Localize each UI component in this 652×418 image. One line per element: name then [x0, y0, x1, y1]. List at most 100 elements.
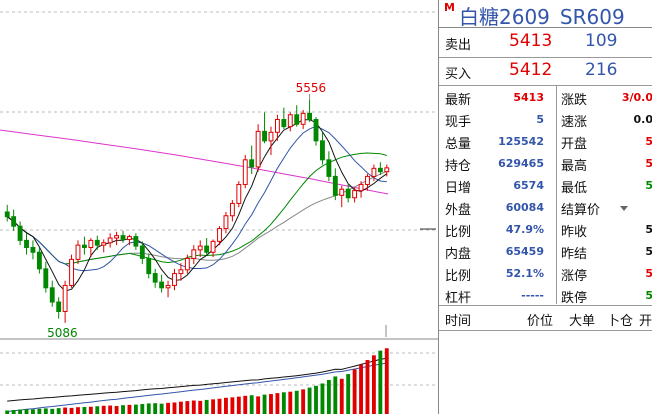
volume-bar — [185, 401, 189, 414]
stat-right-label: 速涨 — [561, 111, 587, 130]
chevron-down-icon[interactable] — [620, 206, 628, 211]
volume-bar — [95, 406, 99, 414]
ma-black-line — [7, 120, 387, 291]
candle-body — [134, 237, 138, 246]
volume-bar — [282, 392, 286, 414]
candle-body — [44, 269, 48, 288]
ticks-header-big: 大单 — [569, 310, 595, 329]
instrument-name: 白糖2609 — [459, 5, 550, 29]
volume-bar — [230, 397, 234, 414]
candle-body — [192, 250, 196, 259]
candle-body — [179, 270, 183, 274]
volume-bar — [340, 379, 344, 414]
candle-body — [230, 203, 234, 215]
volume-bar — [179, 402, 183, 414]
candle-body — [153, 274, 157, 283]
candle-body — [237, 184, 241, 203]
volume-bar — [198, 401, 202, 414]
buy-row[interactable]: 买入 5412 216 — [439, 59, 652, 85]
candle-body — [346, 189, 350, 198]
candle-body — [50, 288, 54, 302]
volume-bar — [243, 396, 247, 414]
kline-svg[interactable]: 5556 5086 — [0, 0, 438, 414]
candle-body — [353, 191, 357, 198]
buy-price: 5412 — [509, 60, 552, 80]
volume-bar — [353, 369, 357, 414]
sell-row[interactable]: 卖出 5413 109 — [439, 30, 652, 56]
volume-bar — [211, 399, 215, 414]
candle-body — [250, 160, 254, 167]
kline-chart[interactable]: 5556 5086 — [0, 0, 438, 414]
candle-body — [256, 131, 260, 167]
volume-bar — [102, 406, 106, 414]
volume-bar — [237, 397, 241, 414]
volume-bar — [173, 403, 177, 415]
buy-volume: 216 — [585, 60, 617, 80]
volume-bar — [269, 394, 273, 414]
candle-body — [115, 236, 119, 238]
sell-price: 5413 — [509, 31, 552, 51]
stat-right-row: 速涨 0.0 — [439, 109, 652, 131]
stat-right-label: 跌停 — [561, 287, 587, 306]
candle-body — [378, 168, 382, 171]
candle-body — [63, 285, 67, 311]
volume-bar — [359, 365, 363, 414]
candle-body — [263, 131, 267, 140]
volume-bar — [12, 410, 16, 414]
sell-volume: 109 — [585, 31, 617, 51]
stat-right-label: 涨停 — [561, 265, 587, 284]
stat-right-label: 昨结 — [561, 243, 587, 262]
candle-body — [147, 258, 151, 273]
volume-bar — [385, 348, 389, 414]
stat-right-row: 涨停 5 — [439, 263, 652, 285]
candle-body — [211, 241, 215, 252]
volume-bar — [263, 395, 267, 414]
stat-right-value: 5 — [645, 267, 652, 280]
candle-body — [82, 245, 86, 247]
volume-bar — [140, 404, 144, 414]
candle-body — [12, 217, 16, 226]
stat-right-value: 5 — [645, 245, 652, 258]
candle-body — [327, 160, 331, 177]
volume-bar — [166, 403, 170, 414]
volume-bar — [250, 395, 254, 414]
candle-body — [282, 120, 286, 127]
volume-bar — [50, 409, 54, 414]
low-annotation: 5086 — [47, 326, 78, 340]
volume-bar — [57, 408, 61, 414]
stat-right-value: 5 — [645, 289, 652, 302]
volume-bar — [378, 351, 382, 414]
volume-bar — [160, 404, 164, 414]
candle-body — [31, 248, 35, 253]
candle-body — [57, 302, 61, 311]
volume-bar — [346, 374, 350, 414]
candle-body — [340, 189, 344, 195]
volume-bar — [25, 409, 29, 414]
stat-right-value: 0.0 — [634, 113, 652, 126]
stat-right-value: 5 — [645, 179, 652, 192]
volume-bar — [44, 408, 48, 414]
volume-bar — [89, 407, 93, 414]
buy-label: 买入 — [445, 63, 471, 82]
volume-bar — [205, 400, 209, 414]
volume-bar — [333, 376, 337, 414]
volume-bar — [256, 396, 260, 414]
divider — [439, 57, 652, 58]
stat-right-row: 结算价 — [439, 197, 652, 219]
volume-bar — [372, 355, 376, 414]
candle-body — [385, 168, 389, 172]
volume-bar — [321, 383, 325, 414]
stat-right-label: 最高 — [561, 155, 587, 174]
candle-body — [205, 246, 209, 252]
high-annotation: 5556 — [296, 81, 327, 95]
candle-body — [185, 258, 189, 269]
ma-blue-line — [7, 126, 387, 270]
candle-body — [128, 237, 132, 240]
volume-bar — [147, 403, 151, 414]
candle-body — [89, 240, 93, 247]
candle-body — [121, 236, 125, 240]
volume-bar — [275, 393, 279, 414]
